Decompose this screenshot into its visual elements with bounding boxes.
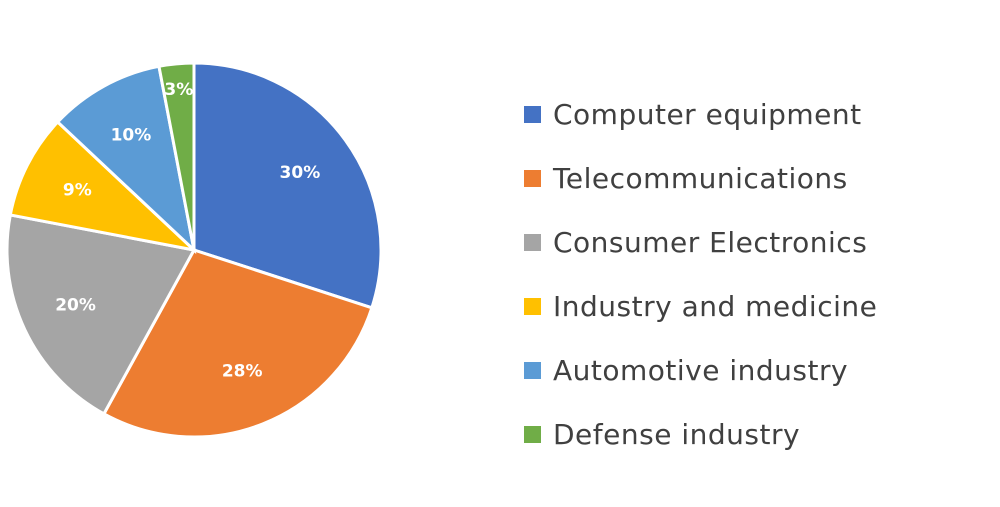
- legend-item-computer-equipment: Computer equipment: [510, 82, 990, 146]
- pie-slice-industry-and-medicine: [8, 119, 199, 253]
- data-label-defense-industry: 3%: [164, 80, 193, 100]
- pie-slice-telecommunications: [101, 248, 374, 439]
- legend-swatch: [524, 233, 541, 251]
- legend-item-consumer-electronics: Consumer Electronics: [510, 210, 990, 274]
- pie-slice-consumer-electronics: [5, 213, 197, 416]
- pie-chart: 30% 28% 20% 9% 10% 3%: [5, 61, 383, 439]
- legend-label: Industry and medicine: [553, 289, 878, 323]
- data-label-computer-equipment: 30%: [280, 163, 321, 183]
- legend-label: Telecommunications: [553, 161, 848, 195]
- legend-swatch: [524, 169, 541, 187]
- legend-label: Defense industry: [553, 417, 801, 451]
- pie-slice-computer-equipment: [192, 61, 383, 310]
- data-label-automotive-industry: 10%: [111, 125, 152, 145]
- legend-swatch: [524, 297, 541, 315]
- legend-swatch: [524, 361, 541, 379]
- data-label-telecommunications: 28%: [222, 362, 263, 382]
- legend-swatch: [524, 105, 541, 123]
- legend-label: Automotive industry: [553, 353, 849, 387]
- data-label-industry-and-medicine: 9%: [63, 181, 92, 201]
- legend-label: Consumer Electronics: [553, 225, 868, 259]
- legend: Computer equipment Telecommunications Cons…: [510, 82, 990, 466]
- legend-item-defense-industry: Defense industry: [510, 402, 990, 466]
- pie-slice-defense-industry: [157, 61, 196, 251]
- data-label-consumer-electronics: 20%: [55, 296, 96, 316]
- pie-slice-automotive-industry: [55, 64, 197, 255]
- legend-swatch: [524, 425, 541, 443]
- legend-item-industry-and-medicine: Industry and medicine: [510, 274, 990, 338]
- legend-item-automotive-industry: Automotive industry: [510, 338, 990, 402]
- legend-label: Computer equipment: [553, 97, 862, 131]
- legend-item-telecommunications: Telecommunications: [510, 146, 990, 210]
